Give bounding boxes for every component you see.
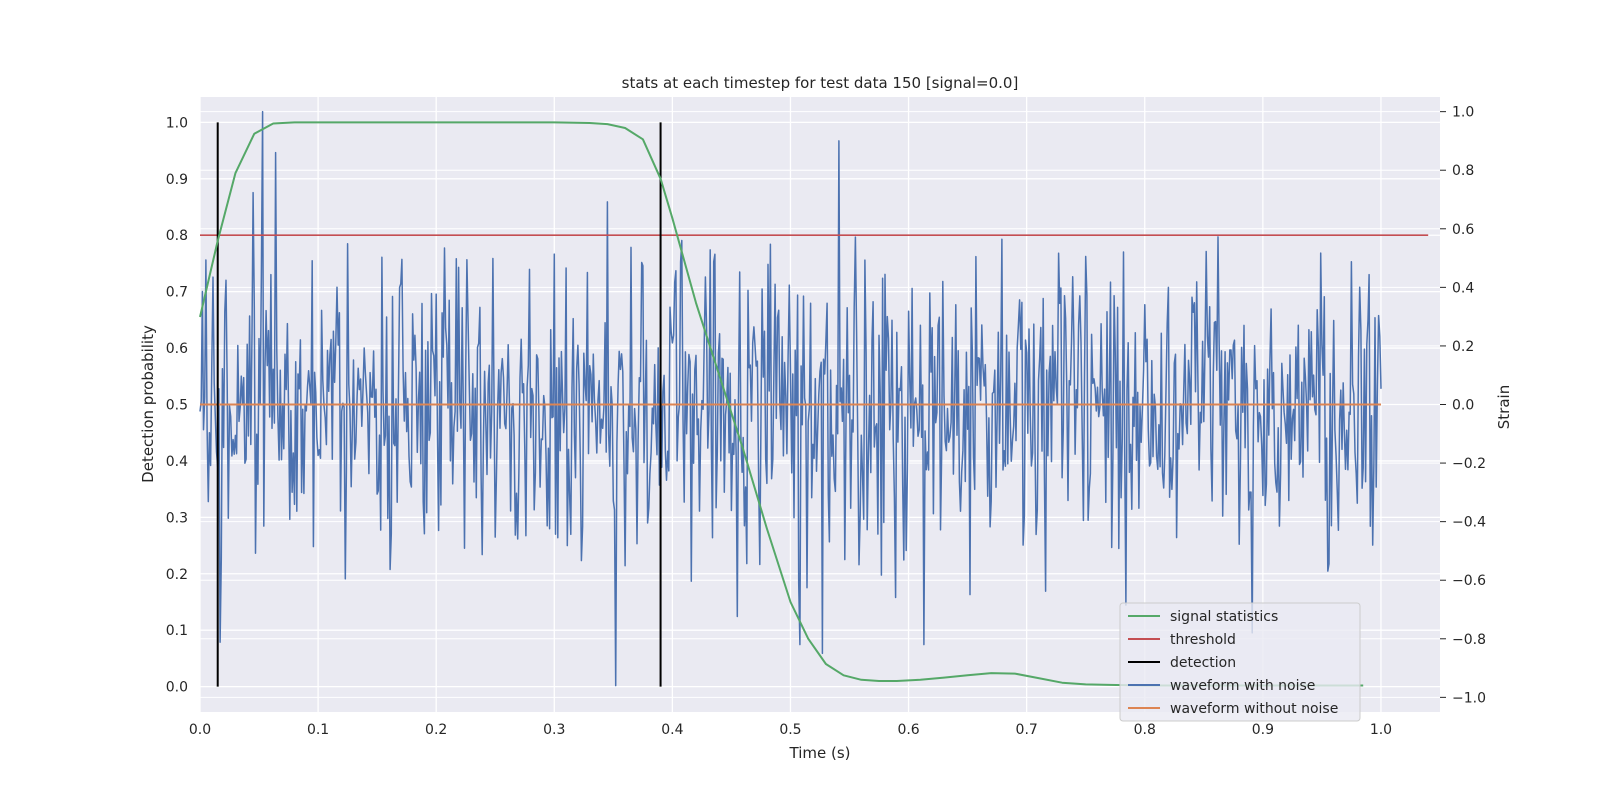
legend-box: [1119, 602, 1361, 722]
y-ticks-right: −1.0 −0.8 −0.6 −0.4 −0.2 0.0 0.2 0.4 0.6 0.8 1.0: [1440, 105, 1486, 706]
x-tick-label: 0.8: [1134, 722, 1156, 738]
y-tick-label-left: 0.1: [166, 623, 188, 639]
series-signal-statistics: [199, 121, 1364, 687]
y-tick-label-left: 0.3: [166, 510, 188, 526]
y-ticks-left: 0.0 0.1 0.2 0.3 0.4 0.5 0.6 0.7 0.8 0.9 1.0: [166, 115, 188, 695]
y-tick-label-right: 0.4: [1452, 280, 1474, 296]
legend-label-detection: detection: [1170, 655, 1236, 671]
legend-label-signal-statistics: signal statistics: [1170, 609, 1278, 625]
y-tick-label-right: 0.2: [1452, 339, 1474, 355]
series-layer: [199, 110, 1429, 687]
y-tick-label-left: 0.6: [166, 341, 188, 357]
y-tick-label-left: 0.0: [166, 680, 188, 696]
legend-label-waveform-without-noise: waveform without noise: [1170, 701, 1338, 717]
y-axis-label-right: Strain: [1495, 385, 1513, 429]
y-tick-label-right: 1.0: [1452, 105, 1474, 121]
x-axis-label: Time (s): [789, 744, 851, 762]
y-tick-label-right: 0.0: [1452, 398, 1474, 414]
y-tick-label-right: −0.4: [1452, 515, 1486, 531]
y-tick-label-left: 0.8: [166, 228, 188, 244]
y-tick-label-right: −0.8: [1452, 632, 1486, 648]
x-tick-label: 0.7: [1016, 722, 1038, 738]
x-tick-label: 0.5: [779, 722, 801, 738]
y-tick-label-left: 0.9: [166, 172, 188, 188]
chart-title: stats at each timestep for test data 150…: [622, 74, 1019, 92]
legend-label-waveform-with-noise: waveform with noise: [1170, 678, 1315, 694]
y-tick-label-left: 0.2: [166, 567, 188, 583]
x-tick-label: 0.4: [661, 722, 683, 738]
y-tick-label-right: −1.0: [1452, 690, 1486, 706]
y-tick-label-left: 1.0: [166, 115, 188, 131]
y-tick-label-left: 0.4: [166, 454, 188, 470]
x-tick-label: 0.2: [425, 722, 447, 738]
y-tick-label-right: 0.6: [1452, 222, 1474, 238]
legend-label-threshold: threshold: [1170, 632, 1236, 648]
y-tick-label-right: −0.2: [1452, 456, 1486, 472]
x-ticks: 0.0 0.1 0.2 0.3 0.4 0.5 0.6 0.7 0.8 0.9 1.0: [189, 722, 1392, 738]
y-tick-label-right: −0.6: [1452, 573, 1486, 589]
legend: signal statistics threshold detection wa…: [1119, 602, 1361, 722]
x-tick-label: 1.0: [1370, 722, 1392, 738]
x-tick-label: 0.6: [897, 722, 919, 738]
y-axis-label-left: Detection probability: [139, 325, 157, 483]
x-tick-label: 0.3: [543, 722, 565, 738]
y-tick-label-left: 0.7: [166, 285, 188, 301]
y-tick-label-left: 0.5: [166, 398, 188, 414]
x-tick-label: 0.9: [1252, 722, 1274, 738]
series-waveform-with-noise: [199, 110, 1382, 687]
y-tick-label-right: 0.8: [1452, 163, 1474, 179]
x-tick-label: 0.0: [189, 722, 211, 738]
x-tick-label: 0.1: [307, 722, 329, 738]
